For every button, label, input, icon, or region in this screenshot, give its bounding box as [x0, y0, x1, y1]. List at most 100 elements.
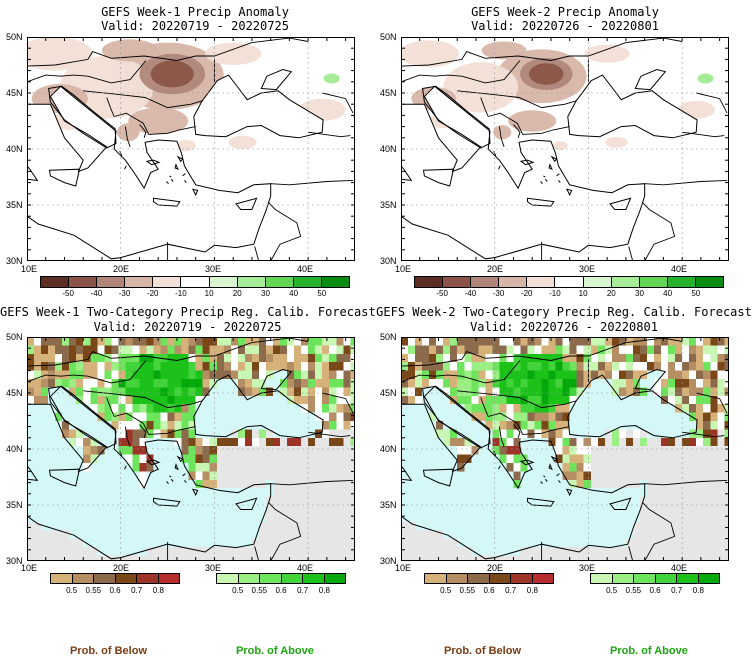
colorbar-tick-label: 0.5	[66, 586, 78, 595]
lon-label-20e: 20E	[487, 264, 504, 274]
lon-label-10e: 10E	[395, 563, 412, 573]
colorbar-swatch	[695, 277, 724, 287]
colorbar-tick-label: 30	[635, 289, 644, 298]
colorbar-swatch	[238, 574, 260, 583]
lat-label-45n: 45N	[6, 88, 23, 98]
lon-label-40e: 40E	[297, 264, 314, 274]
colorbar-tick-label: 0.6	[275, 586, 287, 595]
colorbar-tick-label: -30	[492, 289, 505, 298]
colorbar-swatch	[527, 277, 556, 287]
colorbar-tick-label: 20	[232, 289, 242, 298]
colorbar-tick-label: -50	[62, 289, 74, 298]
lon-label-10e: 10E	[21, 563, 38, 573]
colorbar-tick-label: 0.55	[625, 586, 642, 595]
colorbar-swatch	[499, 277, 528, 287]
lat-label-35n: 35N	[6, 200, 23, 210]
lat-label-40n: 40N	[6, 144, 23, 154]
colorbar-swatch	[667, 277, 696, 287]
colorbar-swatch	[260, 574, 282, 583]
lat-label-45n: 45N	[380, 388, 397, 398]
colorbar-swatch	[303, 574, 325, 583]
lat-label-30n: 30N	[380, 556, 397, 566]
colorbar-swatch	[125, 277, 154, 287]
colorbar-swatch	[425, 574, 447, 583]
colorbar-tick-label: -40	[90, 289, 103, 298]
colorbar-swatch	[446, 574, 468, 583]
lat-label-50n: 50N	[380, 32, 397, 42]
colorbar-tick-label: 0.7	[671, 586, 683, 595]
colorbar-swatch	[51, 574, 73, 583]
colorbar-swatch	[158, 574, 179, 583]
lat-label-45n: 45N	[380, 88, 397, 98]
lon-label-40e: 40E	[671, 563, 688, 573]
lat-label-35n: 35N	[380, 500, 397, 510]
colorbar-tick-label: 0.55	[85, 586, 102, 595]
colorbar-swatch	[612, 574, 634, 583]
colorbar-tick-label: -40	[464, 289, 477, 298]
colorbar-tick-label: 0.8	[318, 586, 330, 595]
colorbar-tick-label: 0.8	[526, 586, 538, 595]
lat-label-40n: 40N	[380, 144, 397, 154]
lat-label-50n: 50N	[380, 332, 397, 342]
lon-label-30e: 30E	[579, 563, 596, 573]
colorbar-tick-label: 50	[691, 289, 701, 298]
lon-label-10e: 10E	[21, 264, 38, 274]
panel2-title: GEFS Week-2 Precip Anomaly	[471, 5, 659, 19]
colorbar-swatch	[489, 574, 511, 583]
colorbar-tick-label: 0.6	[109, 586, 121, 595]
colorbar-swatch	[677, 574, 699, 583]
lon-label-10e: 10E	[395, 264, 412, 274]
colorbar-swatch	[321, 277, 350, 287]
lon-label-30e: 30E	[205, 264, 222, 274]
colorbar-tick-label: 0.7	[297, 586, 309, 595]
lat-label-30n: 30N	[380, 256, 397, 266]
lat-label-50n: 50N	[6, 32, 23, 42]
lon-label-20e: 20E	[487, 563, 504, 573]
colorbar-swatch	[281, 574, 303, 583]
prob-above-label: Prob. of Above	[236, 645, 314, 657]
colorbar-swatch	[443, 277, 472, 287]
colorbar-swatch	[511, 574, 533, 583]
colorbar-tick-label: 50	[317, 289, 327, 298]
colorbar-swatch	[583, 277, 612, 287]
colorbar-tick-label: 0.6	[483, 586, 495, 595]
colorbar-swatch	[634, 574, 656, 583]
colorbar-tick-label: 0.8	[692, 586, 704, 595]
colorbar-swatch	[41, 277, 70, 287]
above-colorbar-week2	[590, 573, 720, 584]
panel3-title: GEFS Week-1 Two-Category Precip Reg. Cal…	[0, 305, 376, 319]
lon-label-40e: 40E	[297, 563, 314, 573]
colorbar-tick-label: 0.55	[251, 586, 268, 595]
colorbar-tick-label: 0.55	[459, 586, 476, 595]
colorbar-tick-label: -50	[436, 289, 448, 298]
colorbar-swatch	[153, 277, 182, 287]
colorbar-swatch	[468, 574, 490, 583]
colorbar-tick-label: 0.8	[152, 586, 164, 595]
anomaly-map-week2	[401, 37, 729, 261]
prob-map-week1	[27, 337, 355, 561]
panel3-valid: Valid: 20220719 - 20220725	[93, 320, 282, 334]
lat-label-30n: 30N	[6, 256, 23, 266]
colorbar-swatch	[94, 574, 116, 583]
colorbar-swatch	[137, 574, 159, 583]
panel2-valid: Valid: 20220726 - 20220801	[471, 19, 659, 33]
colorbar-swatch	[209, 277, 238, 287]
lon-label-30e: 30E	[579, 264, 596, 274]
colorbar-tick-label: 0.7	[505, 586, 517, 595]
colorbar-tick-label: -20	[520, 289, 533, 298]
lat-label-35n: 35N	[380, 200, 397, 210]
colorbar-tick-label: 0.6	[649, 586, 661, 595]
anomaly-colorbar-week1	[40, 276, 350, 288]
lon-label-20e: 20E	[113, 264, 130, 274]
panel4-title: GEFS Week-2 Two-Category Precip Reg. Cal…	[376, 305, 752, 319]
colorbar-swatch	[72, 574, 94, 583]
colorbar-tick-label: 0.5	[440, 586, 452, 595]
colorbar-swatch	[324, 574, 345, 583]
colorbar-swatch	[591, 574, 613, 583]
colorbar-swatch	[532, 574, 553, 583]
colorbar-swatch	[471, 277, 500, 287]
colorbar-tick-label: 30	[261, 289, 270, 298]
prob-above-label: Prob. of Above	[610, 645, 688, 657]
colorbar-swatch	[639, 277, 668, 287]
colorbar-tick-label: 10	[204, 289, 214, 298]
